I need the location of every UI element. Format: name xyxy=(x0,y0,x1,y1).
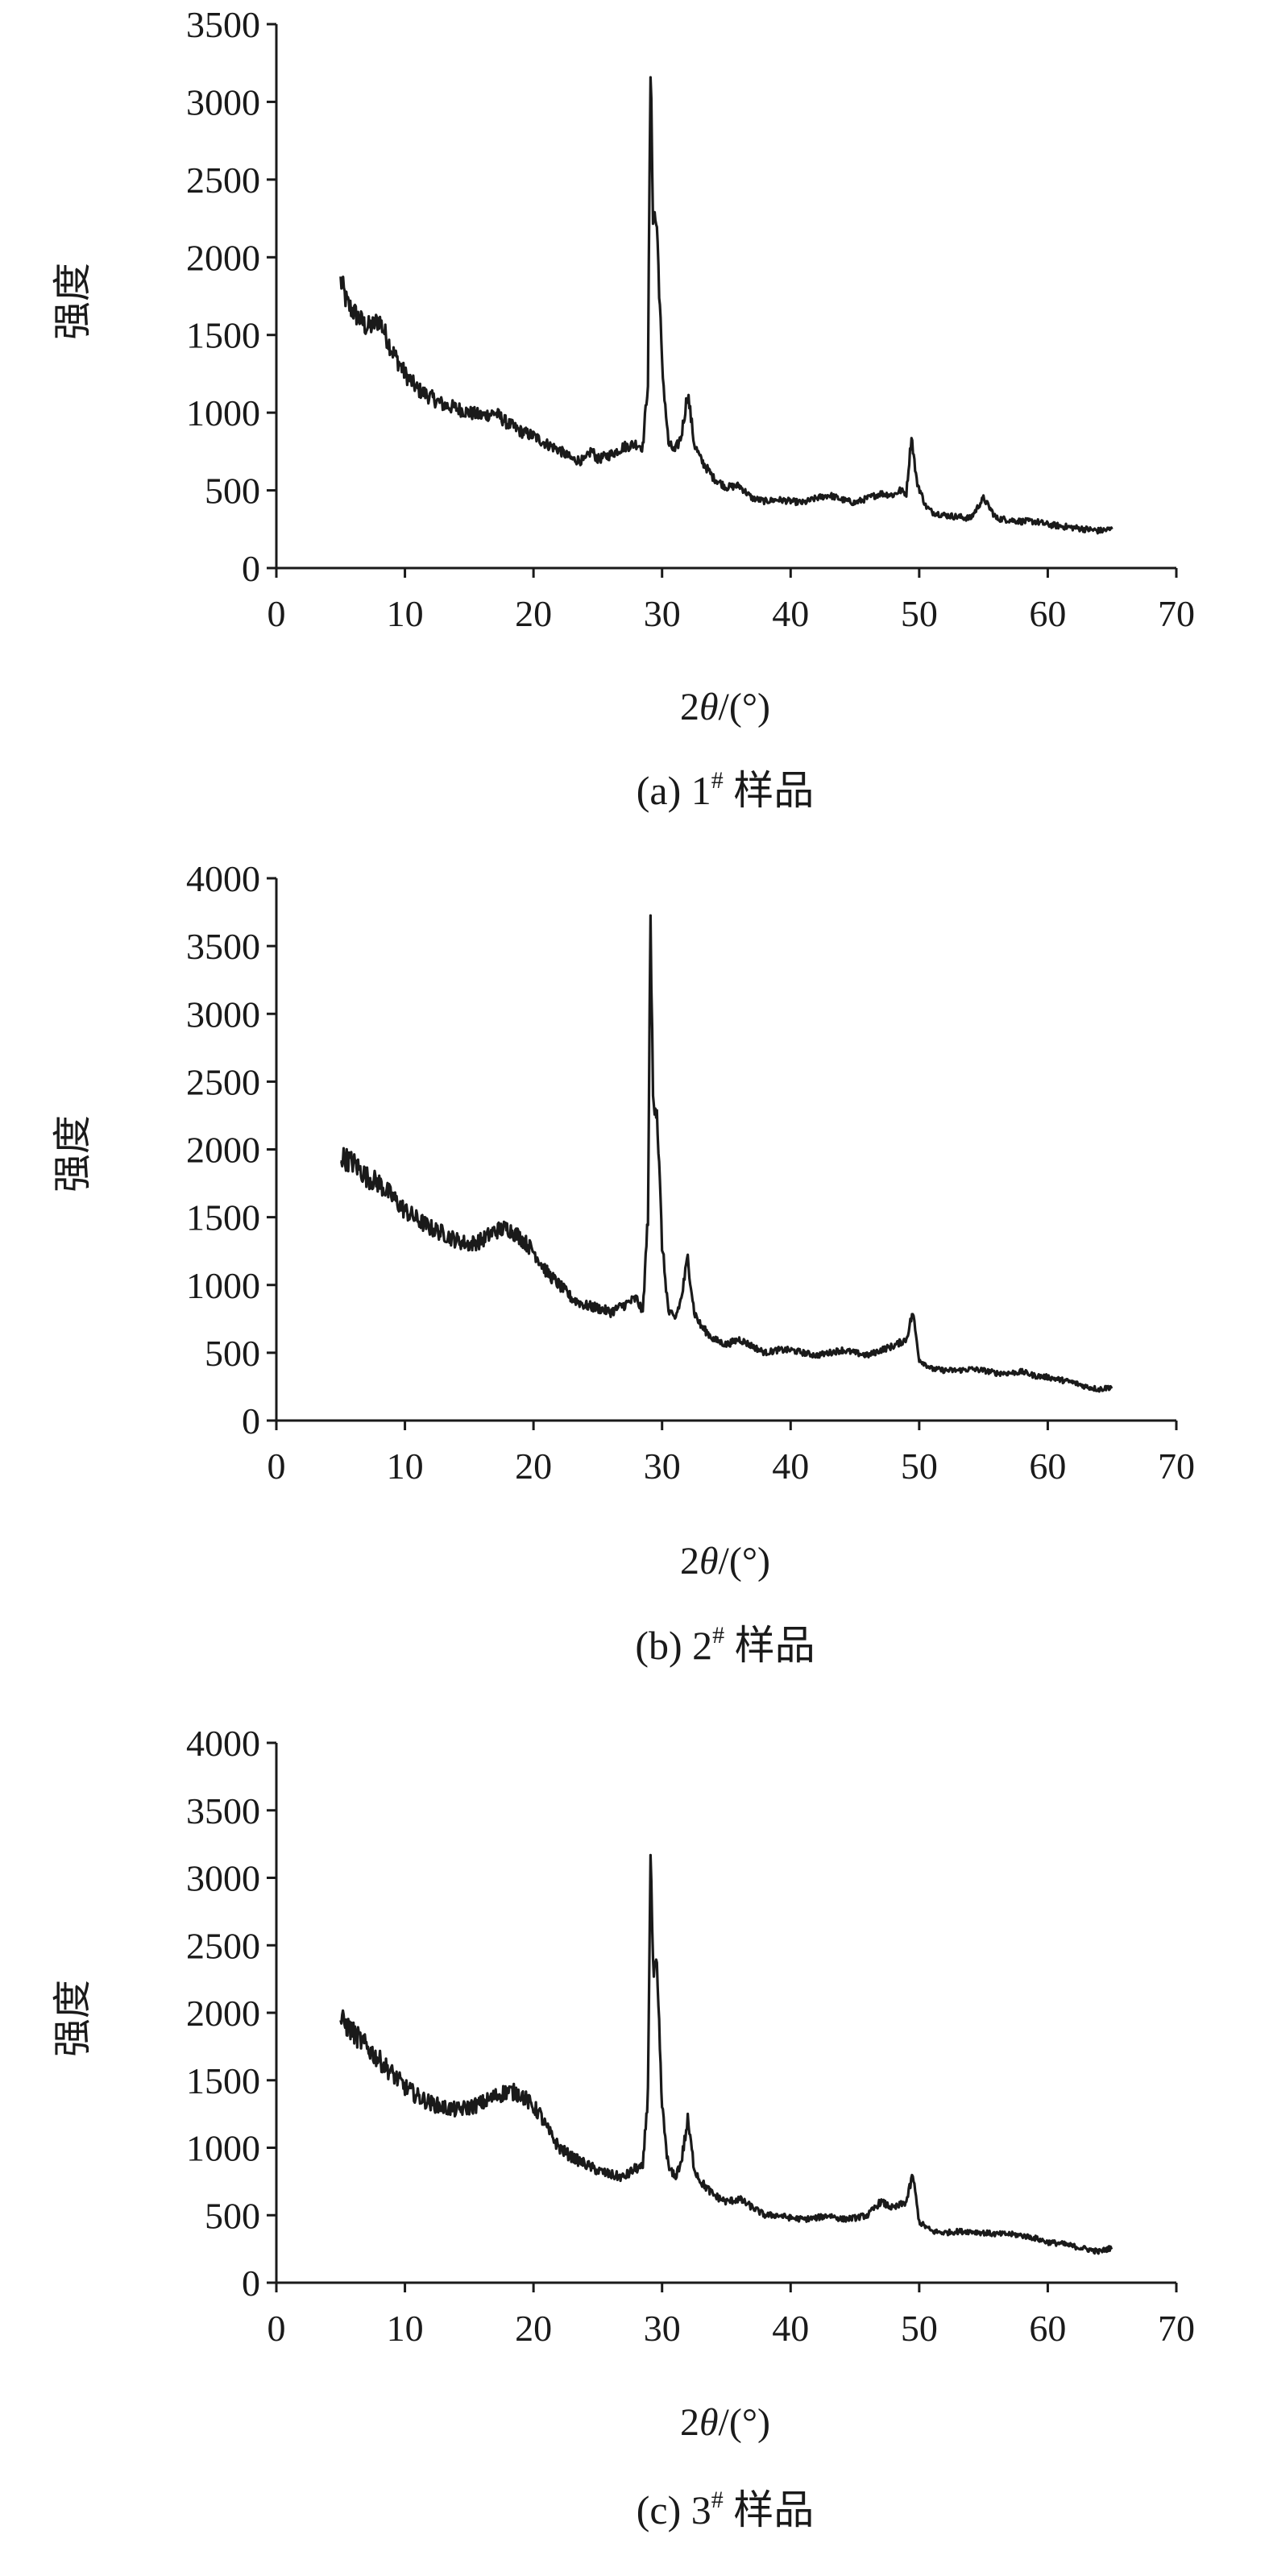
x-tick-label: 10 xyxy=(387,1446,424,1487)
y-tick-label: 3000 xyxy=(186,993,260,1035)
x-tick-label: 20 xyxy=(515,1446,552,1487)
x-tick-label: 40 xyxy=(772,2308,809,2349)
panel-caption-prefix: (a) xyxy=(637,768,691,813)
x-tick-label: 70 xyxy=(1158,2308,1195,2349)
y-tick-label: 0 xyxy=(242,1400,260,1441)
chart-panel-b: 强度 2θ/(°) (b) 2# 样品 05001000150020002500… xyxy=(52,858,1195,1668)
y-tick-label: 500 xyxy=(205,471,260,512)
panel-caption-number: 1 xyxy=(691,768,711,813)
xrd-series-line-b-0 xyxy=(340,914,1113,1393)
x-axis-title-number: 2 xyxy=(680,2401,699,2444)
panel-caption-superscript: # xyxy=(712,1622,724,1649)
chart-panel-c: 强度 2θ/(°) (c) 3# 样品 05001000150020002500… xyxy=(52,1723,1195,2532)
x-tick-label: 60 xyxy=(1029,593,1066,634)
y-tick-label: 4000 xyxy=(186,1723,260,1764)
x-tick-label: 30 xyxy=(644,593,681,634)
y-axis-title: 强度 xyxy=(52,1115,94,1193)
x-tick-label: 0 xyxy=(267,593,286,634)
x-axis-title: 2θ/(°) xyxy=(680,686,770,728)
panel-caption-suffix: 样品 xyxy=(724,768,815,813)
x-tick-label: 10 xyxy=(387,2308,424,2349)
x-axis-title-unit: /(°) xyxy=(719,686,771,728)
panel-caption: (b) 2# 样品 xyxy=(635,1622,815,1668)
y-axis-title: 强度 xyxy=(52,263,94,340)
x-tick-label: 20 xyxy=(515,593,552,634)
y-tick-label: 2500 xyxy=(186,1925,260,1966)
y-tick-label: 3000 xyxy=(186,81,260,122)
y-tick-label: 0 xyxy=(242,548,260,589)
y-tick-label: 2500 xyxy=(186,1061,260,1102)
x-tick-label: 20 xyxy=(515,2308,552,2349)
x-tick-label: 50 xyxy=(901,1446,938,1487)
x-axis-title: 2θ/(°) xyxy=(680,2401,770,2444)
x-tick-label: 50 xyxy=(901,593,938,634)
x-tick-label: 30 xyxy=(644,1446,681,1487)
x-axis-title-unit: /(°) xyxy=(719,2401,771,2444)
y-tick-label: 2000 xyxy=(186,237,260,278)
x-tick-label: 70 xyxy=(1158,1446,1195,1487)
x-tick-label: 30 xyxy=(644,2308,681,2349)
panel-caption-suffix: 样品 xyxy=(724,2487,815,2532)
x-axis-title: 2θ/(°) xyxy=(680,1540,770,1583)
x-axis-title-theta: θ xyxy=(699,686,719,728)
x-axis-title-unit: /(°) xyxy=(719,1540,771,1583)
y-tick-label: 4000 xyxy=(186,858,260,899)
y-tick-label: 0 xyxy=(242,2263,260,2304)
y-tick-label: 1000 xyxy=(186,1265,260,1306)
chart-panel-a: 强度 2θ/(°) (a) 1# 样品 05001000150020002500… xyxy=(52,4,1195,813)
y-tick-label: 500 xyxy=(205,1333,260,1374)
x-tick-label: 0 xyxy=(267,2308,286,2349)
x-axis-title-number: 2 xyxy=(680,686,699,728)
x-axis-title-theta: θ xyxy=(699,2401,719,2444)
panel-caption: (c) 3# 样品 xyxy=(637,2487,815,2532)
y-tick-label: 3500 xyxy=(186,4,260,45)
y-tick-label: 2000 xyxy=(186,1130,260,1171)
y-tick-label: 3500 xyxy=(186,1790,260,1831)
y-tick-label: 3000 xyxy=(186,1858,260,1899)
y-tick-label: 500 xyxy=(205,2195,260,2236)
panel-caption-superscript: # xyxy=(711,767,724,794)
xrd-series-line-a-0 xyxy=(339,76,1113,535)
x-axis-title-theta: θ xyxy=(699,1540,719,1583)
x-tick-label: 60 xyxy=(1029,1446,1066,1487)
y-tick-label: 2500 xyxy=(186,160,260,201)
xrd-series-line-c-0 xyxy=(339,1853,1113,2255)
panel-caption-prefix: (c) xyxy=(637,2487,691,2532)
x-tick-label: 10 xyxy=(387,593,424,634)
panel-caption-prefix: (b) xyxy=(635,1623,692,1668)
y-tick-label: 3500 xyxy=(186,926,260,967)
x-tick-label: 60 xyxy=(1029,2308,1066,2349)
y-tick-label: 1500 xyxy=(186,315,260,356)
x-tick-label: 40 xyxy=(772,1446,809,1487)
y-axis-title: 强度 xyxy=(52,1980,94,2057)
x-tick-label: 50 xyxy=(901,2308,938,2349)
x-tick-label: 40 xyxy=(772,593,809,634)
y-tick-label: 1000 xyxy=(186,392,260,433)
y-tick-label: 1000 xyxy=(186,2128,260,2169)
x-tick-label: 70 xyxy=(1158,593,1195,634)
x-tick-label: 0 xyxy=(267,1446,286,1487)
y-tick-label: 2000 xyxy=(186,1993,260,2034)
panel-caption-number: 2 xyxy=(692,1623,712,1668)
y-tick-label: 1500 xyxy=(186,1197,260,1238)
panel-caption-superscript: # xyxy=(711,2487,724,2513)
x-axis-title-number: 2 xyxy=(680,1540,699,1583)
panel-caption-suffix: 样品 xyxy=(724,1623,815,1668)
y-tick-label: 1500 xyxy=(186,2060,260,2101)
panel-caption: (a) 1# 样品 xyxy=(637,767,815,813)
panel-caption-number: 3 xyxy=(691,2487,711,2532)
